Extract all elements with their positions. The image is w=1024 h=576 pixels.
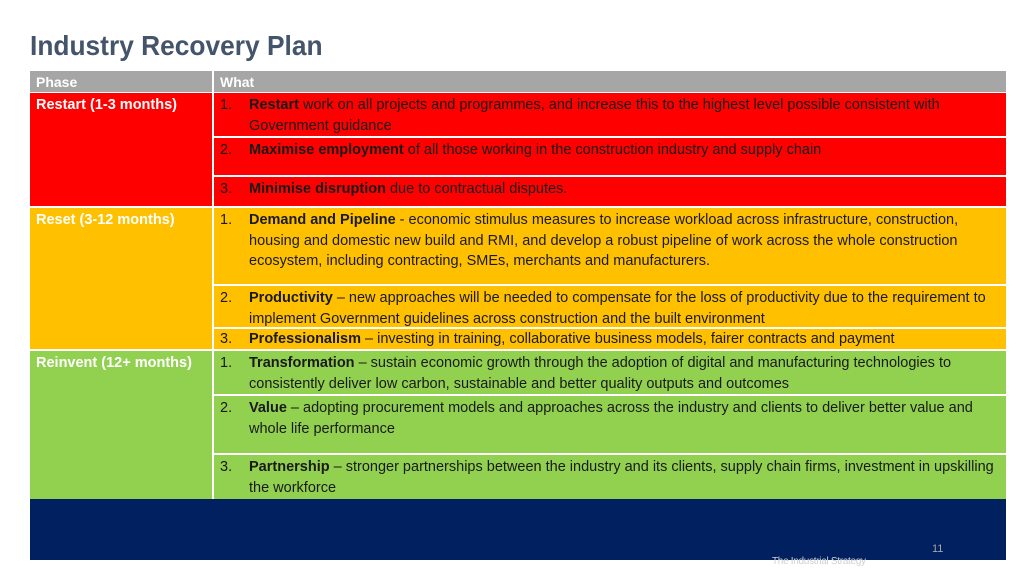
- item-heading: Professionalism: [249, 331, 362, 347]
- reset-item-3: 3. Professionalism – investing in trainin…: [214, 329, 1006, 349]
- item-heading: Restart: [249, 97, 299, 113]
- reinvent-item-2: 2. Value – adopting procurement models an…: [214, 396, 1006, 453]
- restart-item-3: 3. Minimise disruption due to contractual…: [214, 177, 1006, 206]
- item-heading: Productivity: [249, 290, 333, 306]
- reinvent-item-1: 1. Transformation – sustain economic grow…: [214, 351, 1006, 394]
- page-number: 11: [932, 543, 944, 555]
- item-heading: Demand and Pipeline: [249, 212, 396, 228]
- item-heading: Minimise disruption: [249, 181, 386, 197]
- page-title: Industry Recovery Plan: [30, 30, 323, 61]
- phase-reinvent: Reinvent (12+ months): [30, 351, 212, 499]
- item-text: work on all projects and programmes, and…: [249, 97, 940, 134]
- reset-item-1: 1. Demand and Pipeline - economic stimulu…: [214, 208, 1006, 284]
- phase-reset: Reset (3-12 months): [30, 208, 212, 349]
- reset-item-2: 2. Productivity – new approaches will be …: [214, 286, 1006, 327]
- item-text: – sustain economic growth through the ad…: [249, 355, 952, 392]
- restart-item-2: 2. Maximise employment of all those worki…: [214, 138, 1006, 175]
- item-number: 3.: [220, 331, 233, 347]
- reinvent-item-3: 3. Partnership – stronger partnerships be…: [214, 455, 1006, 499]
- item-number: 1.: [220, 355, 233, 371]
- item-number: 3.: [220, 181, 233, 197]
- item-text: – new approaches will be needed to compe…: [249, 290, 986, 327]
- item-text: of all those working in the construction…: [403, 142, 822, 158]
- item-number: 2.: [220, 142, 233, 158]
- item-text: – investing in training, collaborative b…: [361, 331, 895, 347]
- item-heading: Transformation: [249, 355, 355, 371]
- item-text: due to contractual disputes.: [385, 181, 568, 197]
- item-heading: Value: [249, 400, 287, 416]
- restart-item-1: 1. Restart work on all projects and progr…: [214, 93, 1006, 136]
- item-number: 3.: [220, 459, 233, 475]
- header-phase: Phase: [30, 71, 212, 92]
- header-what: What: [214, 71, 1006, 92]
- item-heading: Maximise employment: [249, 142, 404, 158]
- footer-band: [30, 499, 1006, 560]
- item-text: - economic stimulus measures to increase…: [249, 212, 959, 269]
- item-number: 2.: [220, 400, 233, 416]
- item-number: 1.: [220, 212, 233, 228]
- item-number: 2.: [220, 290, 233, 306]
- item-number: 1.: [220, 97, 233, 113]
- item-text: – adopting procurement models and approa…: [249, 400, 973, 437]
- footer-logo-text: The Industrial Strategy: [772, 556, 866, 567]
- phase-restart: Restart (1-3 months): [30, 93, 212, 206]
- item-heading: Partnership: [249, 459, 330, 475]
- item-text: – stronger partnerships between the indu…: [249, 459, 994, 496]
